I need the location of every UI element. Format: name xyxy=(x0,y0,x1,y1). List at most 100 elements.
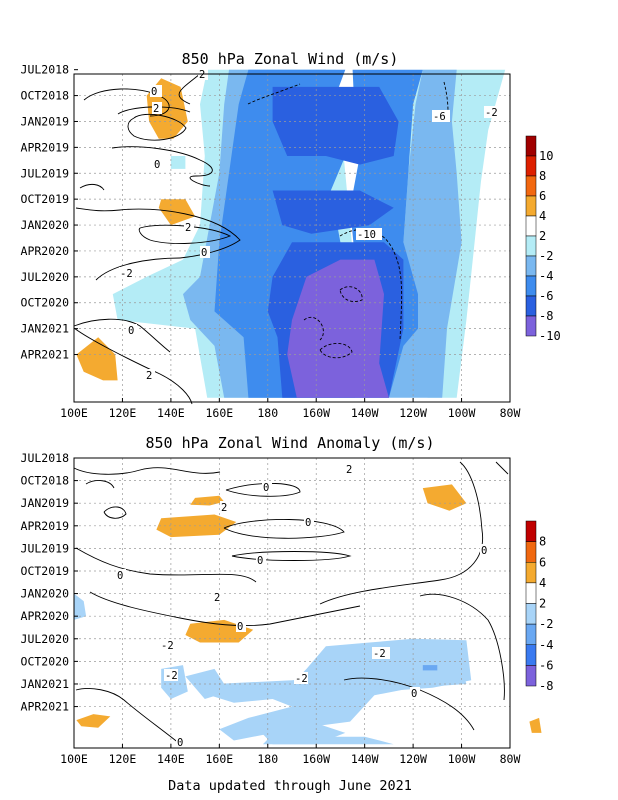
contour-line xyxy=(339,286,363,302)
y-tick-label: JAN2021 xyxy=(21,322,70,336)
colorbar-label: -2 xyxy=(539,617,553,631)
contour-line xyxy=(495,461,509,475)
chart-1-title: 850 hPa Zonal Wind (m/s) xyxy=(182,50,399,68)
colorbar-label: 4 xyxy=(539,576,546,590)
chart-2-axes: 100E 120E 140E 160E 180 160W 140W 120W 100W 80W JU… xyxy=(21,451,521,766)
contour-region xyxy=(272,190,394,234)
colorbar-label: 2 xyxy=(539,597,546,611)
colorbar-label: 8 xyxy=(539,169,546,183)
contour-line xyxy=(111,146,213,187)
colorbar-swatch xyxy=(525,235,537,257)
contour-label: -2 xyxy=(165,670,178,682)
x-tick-label: 160E xyxy=(205,406,233,420)
contour-line xyxy=(75,688,181,745)
y-tick-label: APR2020 xyxy=(21,244,70,258)
colorbar-swatch xyxy=(525,255,537,277)
colorbar-label: 8 xyxy=(539,535,546,549)
contour-region xyxy=(156,514,237,538)
x-tick-label: 100W xyxy=(448,752,476,766)
colorbar-swatch xyxy=(525,315,537,337)
colorbar-label: 6 xyxy=(539,189,546,203)
x-tick-label: 80W xyxy=(500,406,521,420)
contour-label: 0 xyxy=(128,325,134,337)
contour-line xyxy=(419,593,505,701)
chart-2-contour-labels: 2 0 2 0 0 0 0 2 0 -2 -2 -2 -2 0 0 xyxy=(116,463,490,749)
chart-2-title: 850 hPa Zonal Wind Anomaly (m/s) xyxy=(146,434,435,452)
y-tick-label: JAN2020 xyxy=(21,218,70,232)
contour-line xyxy=(225,483,301,497)
y-tick-label: JAN2021 xyxy=(21,677,70,691)
x-tick-label: 180 xyxy=(257,752,278,766)
y-tick-label: JUL2019 xyxy=(21,166,70,180)
x-tick-label: 120W xyxy=(399,752,427,766)
contour-line xyxy=(443,81,449,113)
y-tick-label: APR2021 xyxy=(21,700,70,714)
contour-label: 0 xyxy=(201,247,207,259)
contour-label: 2 xyxy=(214,592,220,604)
x-tick-label: 120W xyxy=(399,406,427,420)
contour-label: 0 xyxy=(117,570,123,582)
colorbar-label: -8 xyxy=(539,679,553,693)
contour-line xyxy=(178,73,201,105)
colorbar-swatch xyxy=(525,195,537,217)
y-tick-label: JAN2019 xyxy=(21,496,70,510)
contour-line xyxy=(89,591,361,627)
colorbar-swatch xyxy=(525,215,537,237)
contour-region xyxy=(74,593,87,620)
colorbar-swatch xyxy=(525,603,537,625)
contour-label: -2 xyxy=(295,673,308,685)
x-tick-label: 80W xyxy=(500,752,521,766)
colorbar-label: 2 xyxy=(539,229,546,243)
colorbar-swatch xyxy=(525,644,537,666)
chart-2-contours xyxy=(73,461,509,745)
x-tick-label: 180 xyxy=(257,406,278,420)
y-tick-label: APR2019 xyxy=(21,519,70,533)
x-tick-label: 100E xyxy=(60,752,88,766)
x-tick-label: 100E xyxy=(60,406,88,420)
contour-label: 0 xyxy=(151,86,157,98)
contour-line xyxy=(75,547,257,583)
colorbar-label: 6 xyxy=(539,555,546,569)
contour-label: 2 xyxy=(346,464,352,476)
chart-2-grid xyxy=(74,458,510,748)
colorbar-swatch xyxy=(525,562,537,584)
contour-line xyxy=(85,480,115,489)
x-tick-label: 100W xyxy=(448,406,476,420)
colorbar-swatch xyxy=(525,295,537,317)
contour-label: 0 xyxy=(257,555,263,567)
y-tick-label: JUL2020 xyxy=(21,632,70,646)
contour-line xyxy=(127,114,187,141)
contour-label: -2 xyxy=(373,648,386,660)
x-tick-label: 120E xyxy=(109,752,137,766)
contour-label: 2 xyxy=(146,370,152,382)
colorbar-swatch xyxy=(525,623,537,645)
contour-line xyxy=(117,106,191,115)
y-tick-label: OCT2018 xyxy=(21,89,70,103)
y-tick-label: JUL2020 xyxy=(21,270,70,284)
colorbar-label: -6 xyxy=(539,289,553,303)
y-tick-label: JAN2019 xyxy=(21,114,70,128)
contour-line xyxy=(138,224,232,244)
contour-label: 0 xyxy=(481,545,487,557)
colorbar-label: -4 xyxy=(539,269,553,283)
contour-line xyxy=(319,343,353,359)
y-tick-label: OCT2019 xyxy=(21,192,70,206)
contour-label: 0 xyxy=(237,621,243,633)
chart-1-frame xyxy=(73,73,511,403)
contour-label: 2 xyxy=(199,69,205,81)
colorbar-label: -8 xyxy=(539,309,553,323)
x-tick-label: 140W xyxy=(351,752,379,766)
y-tick-label: JUL2018 xyxy=(21,63,70,77)
contour-line xyxy=(73,327,193,405)
colorbar-swatch xyxy=(525,275,537,297)
y-tick-label: JUL2018 xyxy=(21,451,70,465)
colorbar-swatch xyxy=(525,155,537,177)
contour-label: 0 xyxy=(263,482,269,494)
y-tick-label: JUL2019 xyxy=(21,541,70,555)
colorbar-swatch xyxy=(525,520,537,542)
chart-2-frame xyxy=(73,457,511,749)
contour-line xyxy=(95,257,181,281)
contour-region xyxy=(76,714,111,728)
x-tick-label: 140E xyxy=(157,406,185,420)
